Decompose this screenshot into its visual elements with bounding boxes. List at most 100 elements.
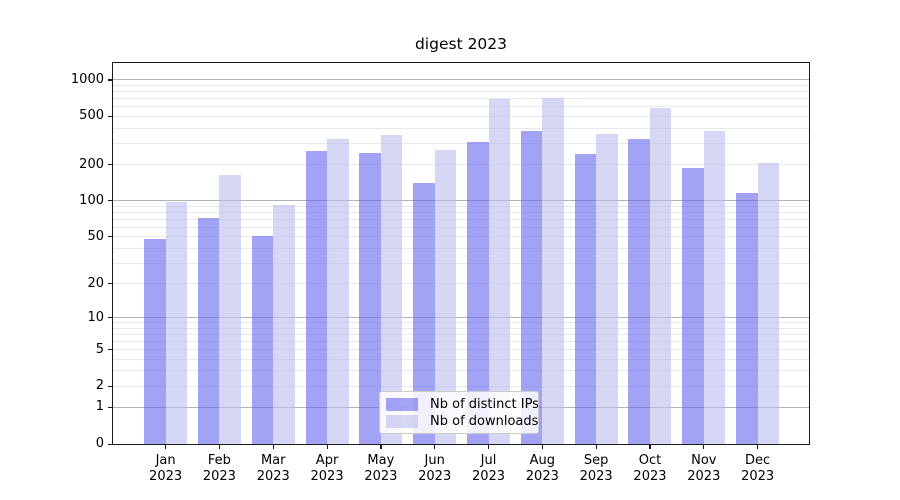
bar-distinct-ips-jan	[144, 238, 166, 444]
gridline-minor	[113, 218, 809, 220]
x-tick-mark	[218, 445, 221, 449]
y-tick-label: 10	[87, 309, 104, 325]
gridline-minor	[113, 106, 809, 108]
bar-downloads-may	[380, 134, 403, 444]
gridline-minor	[113, 385, 809, 387]
x-tick-label: Jul 2023	[471, 453, 506, 484]
y-tick-label: 5	[95, 341, 104, 357]
x-tick-mark	[703, 445, 705, 449]
gridline-minor	[113, 322, 809, 324]
gridline-minor	[113, 164, 809, 165]
x-tick-mark	[595, 445, 597, 449]
legend-swatch-distinct-ips-icon	[386, 398, 418, 411]
gridline-major	[113, 317, 809, 319]
gridline-minor	[113, 262, 809, 264]
legend-label-downloads: Nb of downloads	[430, 414, 539, 429]
bar-downloads-jan	[165, 202, 188, 444]
legend-item-distinct-ips: Nb of distinct IPs	[386, 397, 539, 412]
y-tick-label: 20	[87, 275, 104, 291]
bar-distinct-ips-oct	[628, 138, 650, 444]
gridline-minor	[113, 142, 809, 144]
bar-downloads-sep	[596, 133, 618, 444]
y-tick-mark	[108, 236, 112, 238]
x-tick-mark	[326, 445, 328, 449]
bar-downloads-oct	[649, 107, 672, 444]
gridline-minor	[113, 247, 809, 249]
bar-downloads-jun	[434, 149, 457, 444]
gridline-minor	[113, 327, 809, 329]
bar-distinct-ips-feb	[197, 217, 220, 444]
legend-swatch-downloads-icon	[386, 415, 418, 428]
y-tick-mark	[108, 443, 112, 445]
gridline-minor	[113, 236, 809, 238]
bar-distinct-ips-jun	[413, 183, 435, 444]
bar-downloads-apr	[327, 138, 349, 444]
bar-distinct-ips-aug	[520, 130, 543, 444]
y-tick-label: 2	[95, 378, 104, 394]
y-tick-mark	[108, 349, 112, 351]
x-tick-mark	[272, 445, 274, 449]
bar-downloads-dec	[757, 162, 780, 444]
gridline-minor	[113, 349, 809, 351]
x-tick-mark	[434, 445, 436, 449]
bar-distinct-ips-sep	[574, 153, 597, 444]
gridline-minor	[113, 333, 809, 335]
gridline-minor	[113, 370, 809, 372]
chart-title: digest 2023	[414, 35, 508, 53]
bar-downloads-feb	[219, 174, 241, 444]
legend: Nb of distinct IPs Nb of downloads	[379, 391, 539, 434]
gridline-minor	[113, 115, 809, 117]
bar-downloads-mar	[273, 204, 295, 444]
gridline-minor	[113, 226, 809, 228]
plot-area	[112, 62, 810, 445]
gridline-minor	[113, 340, 809, 342]
y-tick-label: 100	[79, 192, 104, 208]
x-tick-label: Sep 2023	[579, 453, 613, 484]
bar-distinct-ips-jul	[467, 141, 489, 444]
x-tick-mark	[165, 445, 167, 449]
legend-item-downloads: Nb of downloads	[386, 414, 538, 429]
x-tick-mark	[380, 445, 382, 449]
y-tick-mark	[108, 406, 112, 409]
gridline-major	[113, 200, 809, 202]
x-tick-label: May 2023	[364, 453, 398, 484]
y-tick-label: 50	[87, 228, 104, 244]
gridline-minor	[113, 358, 809, 360]
legend-label-distinct-ips: Nb of distinct IPs	[430, 397, 539, 412]
y-tick-label: 500	[79, 108, 104, 124]
bar-distinct-ips-dec	[736, 192, 758, 444]
x-tick-label: Apr 2023	[310, 453, 344, 484]
y-tick-mark	[108, 115, 112, 118]
bar-distinct-ips-nov	[682, 168, 704, 444]
gridline-minor	[113, 205, 809, 207]
gridline-minor	[113, 91, 809, 93]
gridline-minor	[113, 127, 809, 129]
gridline-minor	[113, 283, 809, 285]
x-tick-mark	[488, 445, 490, 449]
y-tick-mark	[108, 283, 112, 285]
bar-distinct-ips-mar	[251, 235, 274, 444]
bar-distinct-ips-may	[359, 152, 381, 444]
y-tick-label: 0	[95, 436, 104, 451]
x-tick-mark	[649, 445, 651, 449]
bar-downloads-nov	[703, 130, 726, 444]
gridline-minor	[113, 211, 809, 213]
bar-distinct-ips-apr	[305, 151, 328, 444]
x-tick-mark	[757, 445, 759, 449]
y-tick-mark	[108, 385, 112, 387]
gridline-major	[113, 79, 809, 81]
x-tick-mark	[541, 445, 544, 449]
y-tick-mark	[108, 79, 112, 81]
y-tick-label: 200	[79, 156, 104, 172]
bar-downloads-aug	[542, 97, 564, 444]
x-tick-label: Jun 2023	[418, 453, 452, 484]
x-tick-label: Dec 2023	[741, 453, 775, 484]
x-tick-label: Jan 2023	[149, 453, 183, 484]
y-tick-mark	[108, 164, 112, 166]
y-tick-label: 1	[95, 399, 104, 415]
gridline-minor	[113, 84, 809, 86]
gridline-minor	[113, 98, 809, 100]
y-tick-mark	[108, 317, 112, 319]
x-tick-label: Mar 2023	[256, 453, 290, 484]
